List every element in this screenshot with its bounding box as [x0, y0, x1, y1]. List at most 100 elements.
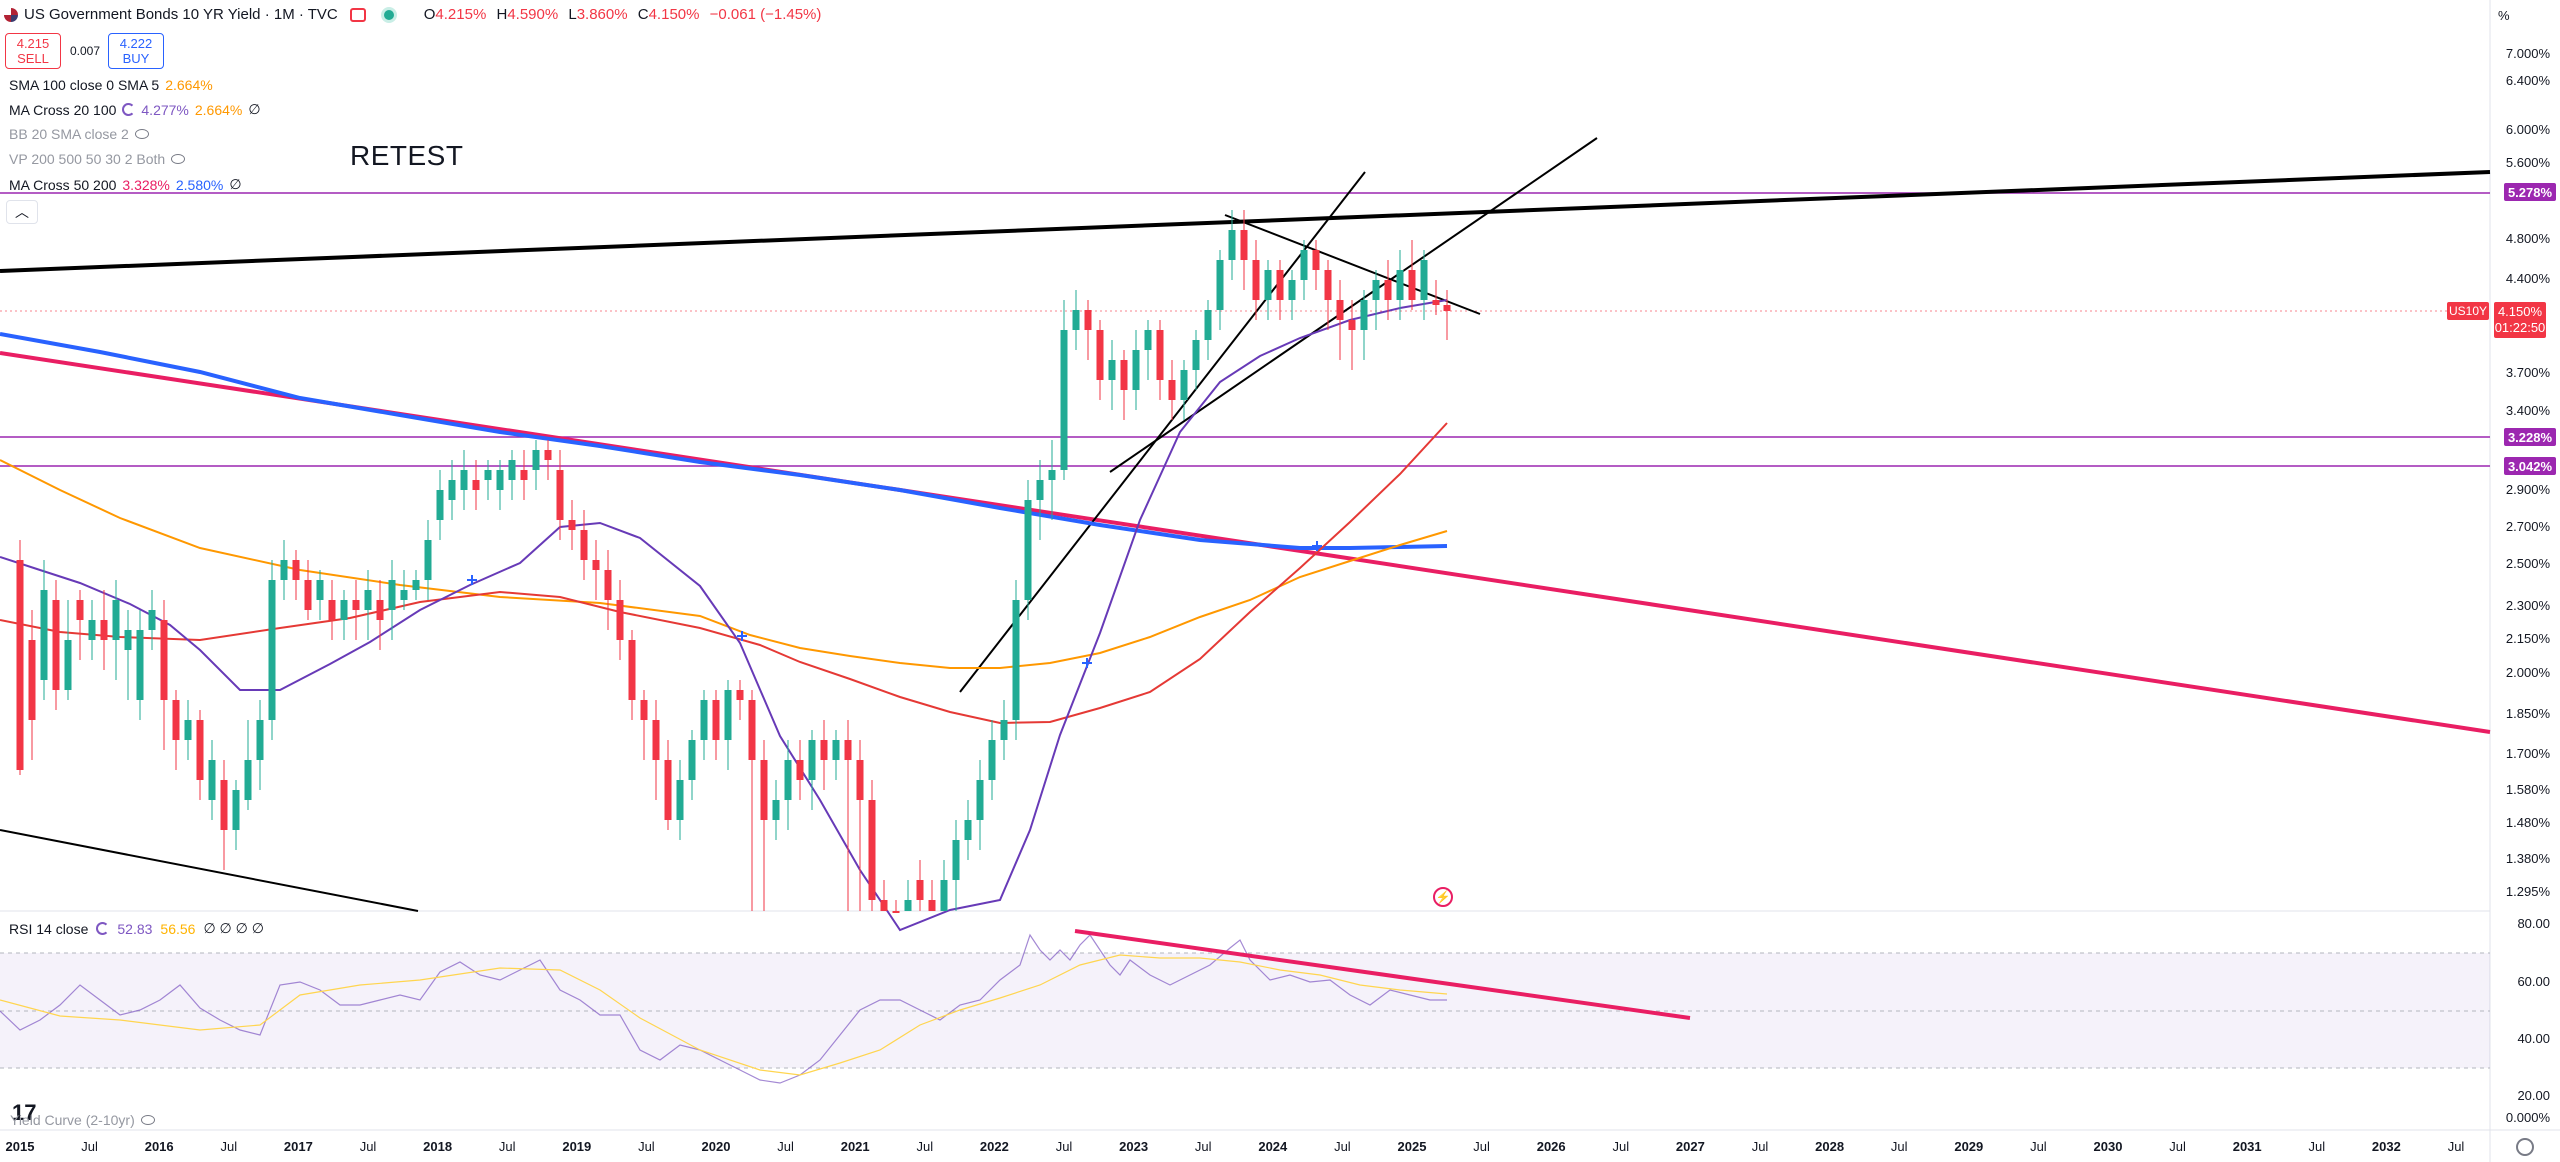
candle-body: [532, 450, 540, 470]
time-tick: Jul: [2169, 1139, 2186, 1154]
symbol-title[interactable]: US Government Bonds 10 YR Yield · 1M · T…: [24, 6, 338, 23]
candle-body: [1036, 480, 1044, 500]
time-tick: Jul: [777, 1139, 794, 1154]
lightning-icon[interactable]: ⚡: [1433, 887, 1453, 907]
indicator-vp[interactable]: VP 200 500 50 30 2 Both: [9, 151, 186, 167]
time-tick: Jul: [1334, 1139, 1351, 1154]
candle-body: [520, 470, 528, 480]
candle-body: [628, 640, 636, 700]
time-tick: Jul: [220, 1139, 238, 1154]
indicator-sma100[interactable]: SMA 100 close 0 SMA 5 2.664%: [9, 77, 213, 93]
time-tick: 2031: [2232, 1139, 2262, 1154]
lower-channel-line[interactable]: [0, 829, 419, 912]
candle-body: [784, 760, 792, 800]
candle-body: [772, 800, 780, 820]
candle-body: [1396, 270, 1404, 300]
candle-body: [1276, 270, 1284, 300]
eye-hidden-icon[interactable]: [140, 1115, 155, 1125]
falling-trendline[interactable]: [1224, 214, 1481, 315]
long-term-trendline[interactable]: [0, 170, 2491, 273]
time-tick: 2015: [5, 1139, 35, 1154]
candle-body: [1372, 280, 1380, 300]
indicator-ma-cross-20-100[interactable]: MA Cross 20 100 4.277% 2.664% ∅: [9, 101, 261, 118]
candle-body: [832, 740, 840, 760]
candle-body: [988, 740, 996, 780]
price-tick: 6.400%: [2505, 73, 2550, 88]
price-tick: 2.700%: [2505, 519, 2550, 534]
candle-body: [1336, 300, 1344, 320]
time-tick: 2026: [1536, 1139, 1566, 1154]
retest-annotation[interactable]: RETEST: [350, 140, 464, 171]
price-tick: 2.900%: [2505, 482, 2550, 497]
price-tick: 3.400%: [2505, 403, 2550, 418]
eye-hidden-icon[interactable]: [171, 154, 186, 164]
candle-body: [1180, 370, 1188, 400]
candle-body: [724, 690, 732, 740]
symbol-header: US Government Bonds 10 YR Yield · 1M · T…: [4, 6, 821, 23]
candle-body: [1240, 230, 1248, 260]
ma200-line: [0, 332, 1448, 550]
time-tick: Jul: [1055, 1139, 1073, 1154]
candle-body: [712, 700, 720, 740]
candle-body: [688, 740, 696, 780]
sell-button[interactable]: 4.215 SELL: [5, 33, 61, 69]
indicator-bb[interactable]: BB 20 SMA close 2: [9, 126, 149, 142]
candle-body: [904, 900, 912, 911]
candle-body: [496, 470, 504, 490]
candle-body: [652, 720, 660, 760]
cross-markers: [467, 541, 1322, 668]
rsi-legend[interactable]: RSI 14 close 52.83 56.56 ∅ ∅ ∅ ∅: [9, 920, 264, 937]
yield-curve-tick: 0.000%: [2505, 1110, 2550, 1125]
ohlc-values: O4.215% H4.590% L3.860% C4.150% −0.061 (…: [423, 6, 822, 23]
time-tick: Jul: [1473, 1139, 1490, 1154]
candle-body: [640, 700, 648, 720]
candle-body: [160, 620, 168, 700]
candle-body: [880, 900, 888, 911]
time-tick: Jul: [1890, 1139, 1908, 1154]
indicator-ma-cross-50-200[interactable]: MA Cross 50 200 3.328% 2.580% ∅: [9, 176, 242, 193]
time-tick: 2029: [1954, 1139, 1984, 1154]
candle-body: [1432, 300, 1440, 305]
time-tick: Jul: [1612, 1139, 1630, 1154]
candle-body: [940, 880, 948, 911]
candle-body: [748, 700, 756, 760]
price-tick: 4.800%: [2505, 231, 2550, 246]
collapse-legend-button[interactable]: ︿: [6, 200, 38, 224]
candle-body: [460, 470, 468, 490]
candle-body: [1120, 360, 1128, 390]
price-tick: 2.300%: [2505, 598, 2550, 613]
time-tick: Jul: [916, 1139, 934, 1154]
candle-body: [616, 600, 624, 640]
yield-curve-legend[interactable]: Yield Curve (2-10yr): [10, 1112, 155, 1128]
candle-body: [1252, 260, 1260, 300]
rising-trendline-2[interactable]: [1109, 137, 1598, 473]
rsi-tick: 20.00: [2517, 1088, 2550, 1103]
candle-body: [508, 460, 516, 480]
time-tick: 2016: [144, 1139, 174, 1154]
time-tick: Jul: [359, 1139, 377, 1154]
candle-body: [436, 490, 444, 520]
price-tag-5278: 5.278%: [2504, 183, 2556, 201]
buy-button[interactable]: 4.222 BUY: [108, 33, 164, 69]
candle-body: [196, 720, 204, 780]
price-tick: 1.480%: [2505, 815, 2550, 830]
candle-body: [340, 600, 348, 620]
price-tick: 5.600%: [2505, 155, 2550, 170]
candle-body: [1024, 500, 1032, 600]
candle-body: [916, 880, 924, 900]
rsi-divergence-line[interactable]: [1074, 929, 1691, 1020]
eye-hidden-icon[interactable]: [134, 129, 149, 139]
settings-icon[interactable]: [2516, 1138, 2534, 1156]
time-tick: Jul: [498, 1139, 516, 1154]
time-tick: 2027: [1675, 1139, 1705, 1154]
tradingview-logo[interactable]: 17: [12, 1100, 37, 1125]
candle-body: [184, 720, 192, 740]
candle-body: [220, 780, 228, 830]
candle-body: [1288, 280, 1296, 300]
market-status-icon[interactable]: [349, 7, 366, 22]
candle-body: [1072, 310, 1080, 330]
candle-body: [316, 580, 324, 600]
rsi-line: [0, 933, 1447, 1084]
candle-body: [1348, 320, 1356, 330]
